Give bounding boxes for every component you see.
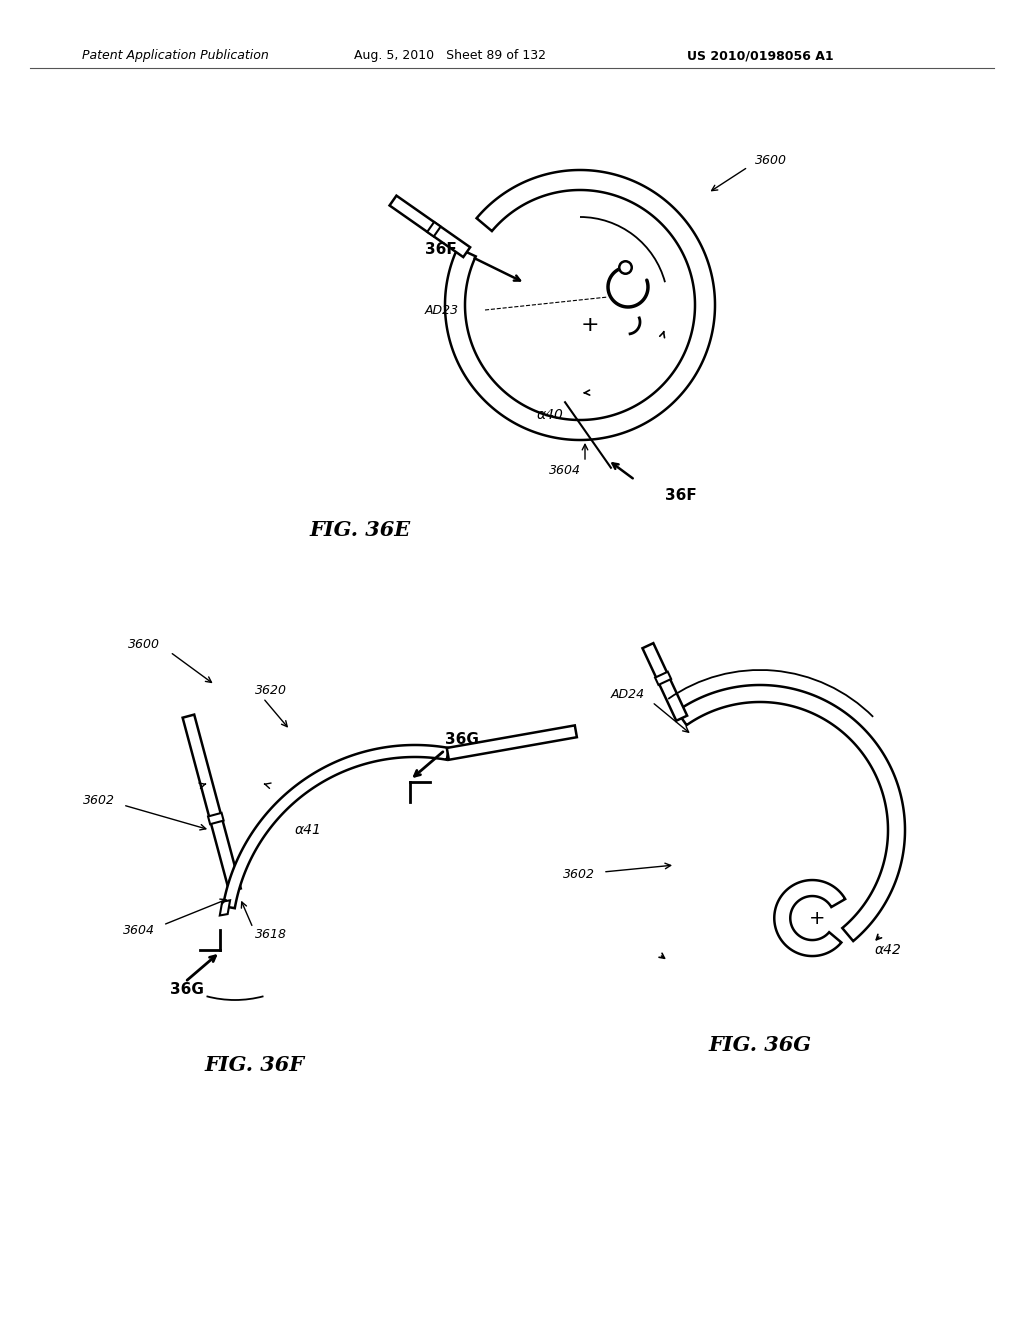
- Text: 36G: 36G: [445, 733, 479, 747]
- Polygon shape: [208, 813, 223, 824]
- Text: 3602: 3602: [83, 793, 115, 807]
- Text: Aug. 5, 2010   Sheet 89 of 132: Aug. 5, 2010 Sheet 89 of 132: [354, 49, 546, 62]
- Polygon shape: [445, 170, 715, 440]
- Text: FIG. 36G: FIG. 36G: [709, 1035, 812, 1055]
- Text: FIG. 36E: FIG. 36E: [309, 520, 411, 540]
- Polygon shape: [427, 222, 440, 236]
- Text: FIG. 36F: FIG. 36F: [205, 1055, 305, 1074]
- Text: 36F: 36F: [425, 243, 457, 257]
- Text: Patent Application Publication: Patent Application Publication: [82, 49, 268, 62]
- Polygon shape: [182, 714, 241, 891]
- Polygon shape: [389, 195, 470, 257]
- Polygon shape: [774, 880, 845, 956]
- Text: +: +: [809, 908, 825, 928]
- Text: 36G: 36G: [170, 982, 204, 998]
- Polygon shape: [655, 672, 671, 685]
- Polygon shape: [677, 685, 905, 941]
- Text: 36F: 36F: [665, 487, 696, 503]
- Text: α42: α42: [874, 942, 902, 957]
- Text: 3618: 3618: [255, 928, 287, 941]
- Text: 3602: 3602: [563, 869, 595, 882]
- Polygon shape: [223, 744, 449, 908]
- Text: AD24: AD24: [611, 689, 645, 701]
- Text: α41: α41: [295, 822, 322, 837]
- Text: 3600: 3600: [755, 153, 787, 166]
- Polygon shape: [446, 726, 577, 760]
- Text: 3604: 3604: [123, 924, 155, 936]
- Polygon shape: [642, 643, 687, 721]
- Text: US 2010/0198056 A1: US 2010/0198056 A1: [687, 49, 834, 62]
- Text: 3604: 3604: [549, 463, 581, 477]
- Text: 3600: 3600: [128, 639, 160, 652]
- Text: AD23: AD23: [425, 304, 459, 317]
- Text: +: +: [581, 315, 599, 335]
- Polygon shape: [220, 900, 230, 916]
- Text: α40: α40: [537, 408, 563, 422]
- Text: 3620: 3620: [255, 684, 287, 697]
